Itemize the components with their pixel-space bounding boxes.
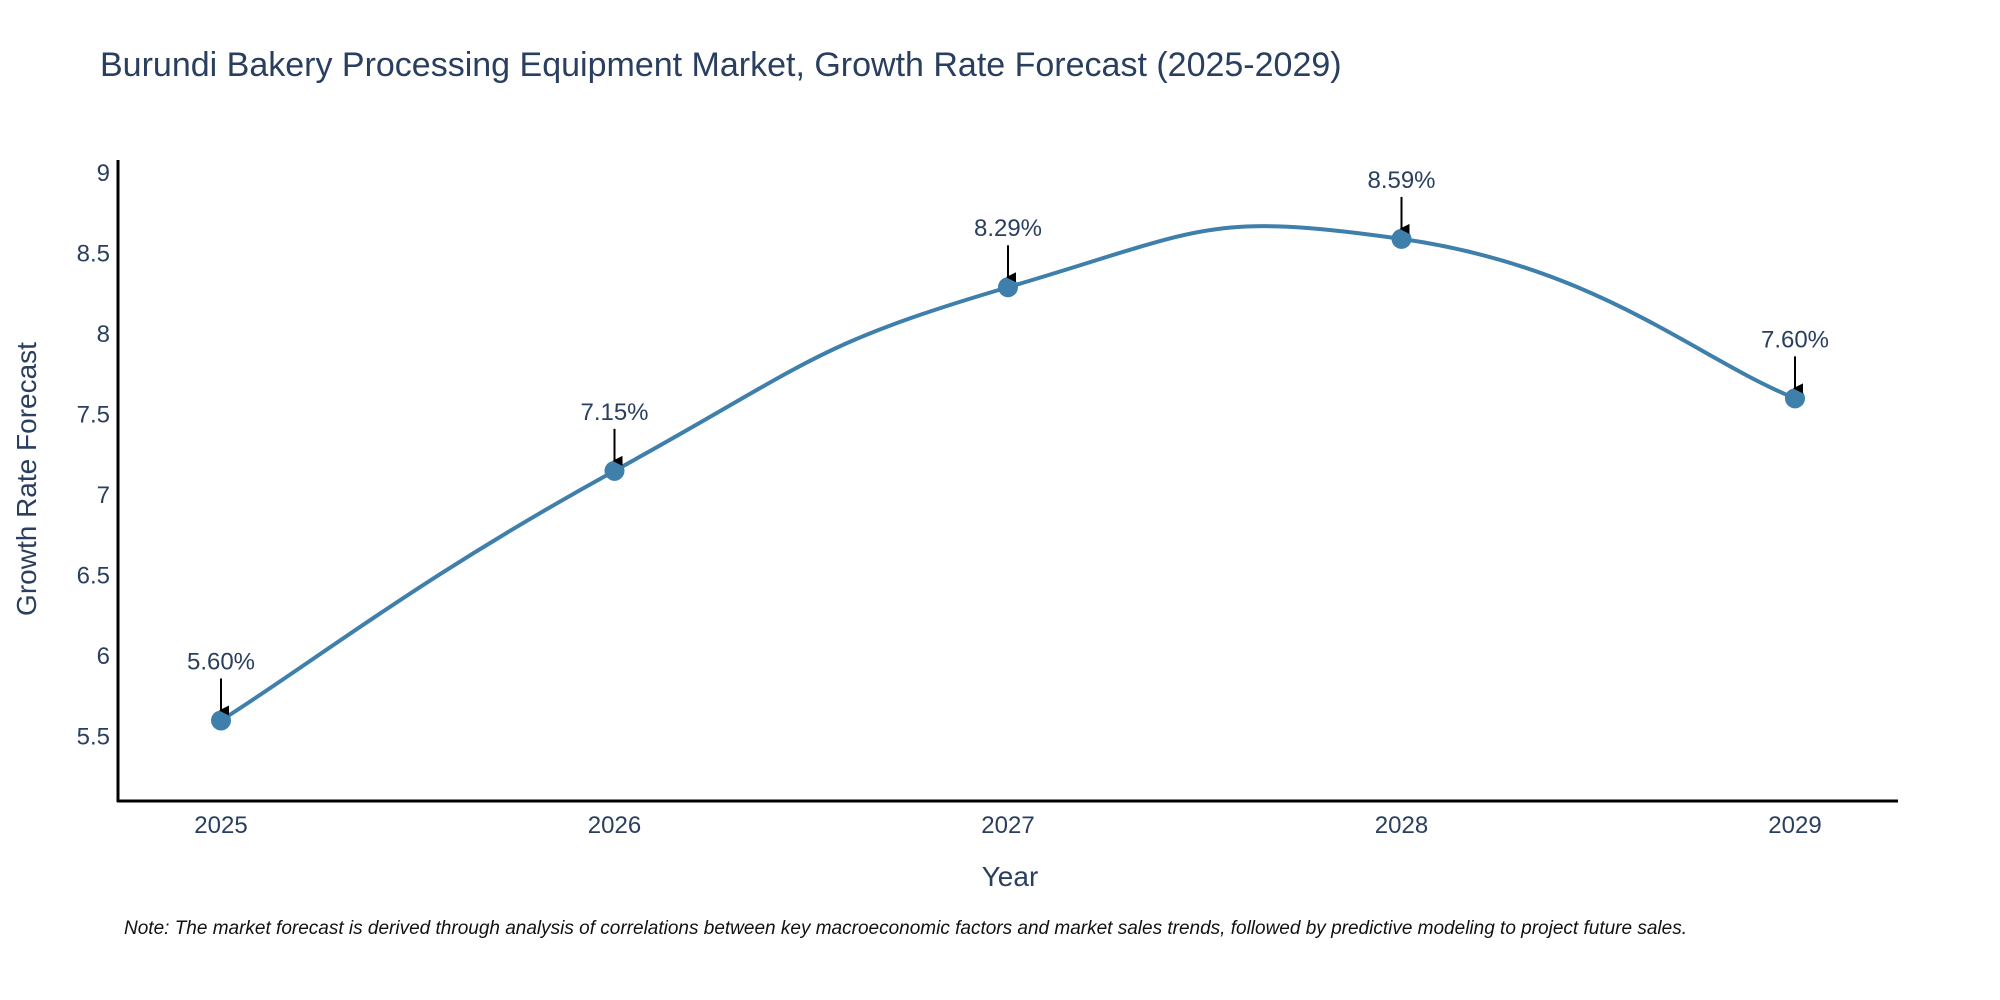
data-point [604,460,625,481]
chart-note: Note: The market forecast is derived thr… [124,918,1687,939]
x-axis-title: Year [982,861,1039,892]
data-annotations: 5.60% 7.15% 8.29% 8.59% 7.60% [187,167,1829,716]
data-point [998,277,1018,298]
y-axis-ticks: 5.5 6 6.5 7 7.5 8 8.5 9 [77,160,110,751]
x-tick-label: 2026 [588,812,641,839]
y-axis-title: Growth Rate Forecast [11,342,42,616]
y-tick-label: 8.5 [77,240,110,267]
x-tick-label: 2025 [194,812,247,839]
y-tick-label: 9 [97,160,110,187]
data-label: 8.29% [974,215,1042,242]
y-tick-label: 6 [97,643,110,670]
y-tick-label: 7 [97,482,110,509]
chart-title: Burundi Bakery Processing Equipment Mark… [100,46,1342,84]
data-label: 7.15% [580,399,648,426]
x-tick-label: 2027 [981,812,1034,839]
data-label: 8.59% [1367,167,1435,194]
y-tick-label: 8 [97,321,110,348]
series-line [219,224,1796,723]
y-tick-label: 5.5 [77,724,110,751]
y-tick-label: 6.5 [77,563,110,590]
y-tick-label: 7.5 [77,401,110,428]
data-points [211,228,1805,731]
x-tick-label: 2028 [1375,812,1428,839]
data-label: 5.60% [187,648,255,675]
data-point [1391,228,1412,249]
data-point [211,710,231,731]
data-label: 7.60% [1761,326,1829,353]
data-point [1785,388,1805,409]
x-axis-ticks: 2025 2026 2027 2028 2029 [194,812,1821,839]
x-tick-label: 2029 [1768,812,1821,839]
